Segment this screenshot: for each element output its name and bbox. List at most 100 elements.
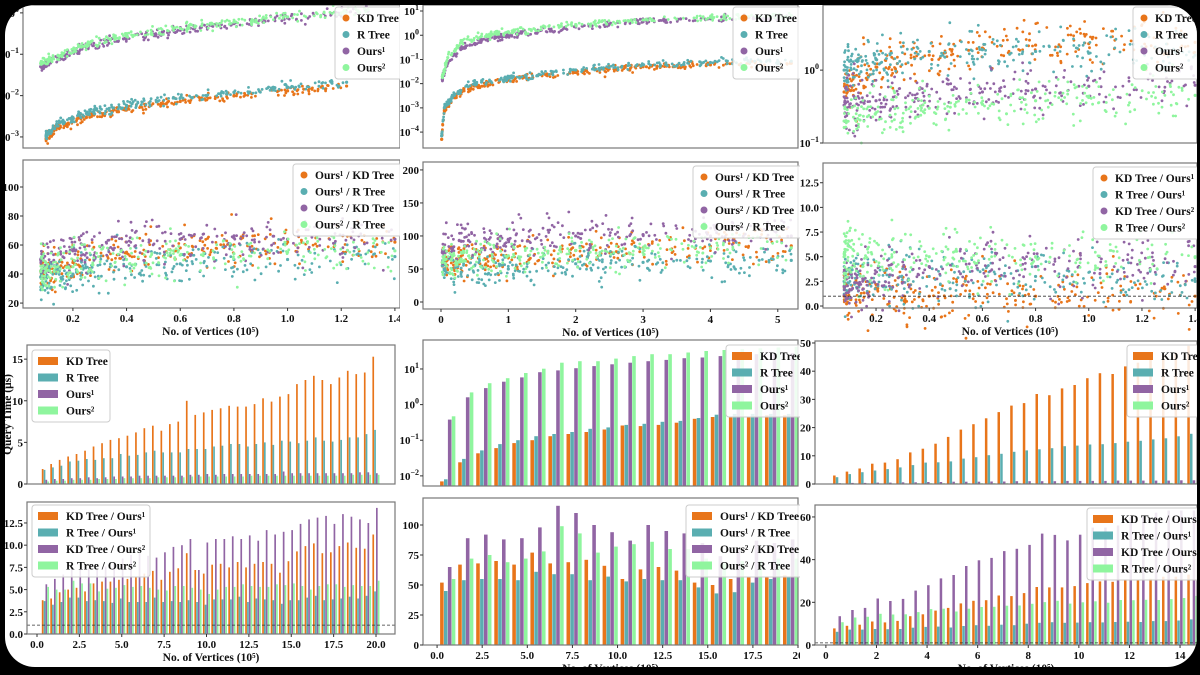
scatter-point — [1082, 32, 1086, 36]
scatter-point — [696, 19, 699, 23]
scatter-point — [593, 23, 597, 26]
legend-marker — [1140, 47, 1148, 55]
scatter-point — [283, 88, 287, 92]
scatter-point — [1102, 62, 1106, 65]
scatter-point — [688, 19, 691, 22]
scatter-point — [583, 24, 586, 27]
scatter-point — [84, 48, 88, 52]
scatter-point — [449, 53, 453, 57]
scatter-point — [268, 262, 272, 266]
scatter-point — [81, 232, 85, 236]
scatter-point — [264, 17, 267, 20]
scatter-point — [66, 118, 69, 122]
scatter-point — [947, 128, 951, 132]
scatter-point — [166, 36, 170, 40]
scatter-point — [350, 257, 353, 261]
scatter-point — [459, 38, 463, 42]
scatter-point — [1037, 80, 1041, 84]
scatter-point — [239, 95, 242, 99]
scatter-point — [42, 252, 46, 256]
scatter-point — [285, 89, 290, 93]
scatter-point — [931, 54, 935, 58]
scatter-point — [541, 72, 545, 75]
scatter-point — [1091, 35, 1095, 39]
scatter-point — [75, 288, 79, 292]
scatter-point — [178, 99, 182, 104]
scatter-point — [223, 20, 227, 23]
scatter-point — [1102, 100, 1106, 104]
scatter-point — [170, 270, 174, 274]
scatter-point — [441, 123, 445, 127]
scatter-point — [298, 242, 301, 246]
scatter-point — [277, 87, 281, 91]
scatter-point — [723, 280, 727, 283]
scatter-point — [266, 221, 270, 224]
scatter-point — [118, 36, 121, 39]
scatter-point — [1114, 111, 1118, 115]
scatter-point — [335, 83, 339, 87]
scatter-point — [616, 66, 620, 70]
scatter-point — [84, 43, 88, 47]
scatter-point — [390, 254, 394, 258]
scatter-point — [329, 80, 333, 84]
scatter-point — [103, 262, 106, 266]
scatter-point — [842, 95, 846, 99]
scatter-point — [41, 274, 44, 278]
scatter-point — [630, 20, 634, 24]
scatter-point — [339, 86, 343, 90]
scatter-point — [513, 269, 517, 273]
scatter-point — [134, 106, 138, 109]
scatter-point — [634, 64, 638, 67]
scatter-point — [698, 64, 702, 68]
scatter-point — [285, 85, 290, 89]
scatter-point — [264, 265, 268, 269]
scatter-point — [679, 17, 683, 21]
scatter-point — [497, 36, 501, 39]
scatter-point — [174, 97, 178, 101]
scatter-point — [539, 28, 543, 31]
scatter-point — [199, 29, 203, 32]
legend-marker — [342, 14, 350, 22]
scatter-point — [312, 247, 316, 251]
scatter-point — [904, 108, 908, 112]
scatter-point — [653, 253, 657, 256]
scatter-point — [601, 258, 604, 262]
scatter-point — [916, 107, 920, 110]
scatter-point — [55, 120, 59, 123]
scatter-point — [92, 110, 96, 114]
scatter-point — [879, 61, 882, 65]
scatter-point — [177, 245, 181, 248]
scatter-point — [112, 33, 115, 37]
scatter-point — [544, 235, 548, 238]
scatter-point — [171, 267, 175, 270]
scatter-point — [874, 99, 878, 103]
scatter-point — [940, 51, 943, 55]
scatter-point — [553, 265, 556, 268]
scatter-point — [720, 15, 723, 19]
scatter-point — [57, 54, 62, 58]
scatter-point — [117, 105, 121, 109]
scatter-point — [626, 64, 630, 68]
scatter-point — [516, 269, 520, 273]
scatter-point — [224, 245, 227, 248]
scatter-point — [295, 243, 298, 247]
scatter-point — [185, 30, 189, 33]
scatter-point — [862, 42, 866, 46]
scatter-point — [1024, 103, 1028, 107]
scatter-point — [333, 244, 337, 248]
scatter-point — [767, 258, 771, 262]
scatter-point — [943, 107, 947, 110]
scatter-point — [927, 94, 931, 98]
scatter-point — [1160, 90, 1164, 94]
scatter-point — [582, 249, 586, 253]
scatter-point — [166, 254, 170, 257]
scatter-point — [383, 242, 387, 245]
scatter-point — [995, 44, 999, 48]
scatter-point — [94, 108, 97, 112]
scatter-point — [168, 240, 172, 243]
scatter-point — [291, 90, 294, 94]
scatter-point — [1066, 92, 1070, 96]
scatter-point — [73, 240, 77, 244]
scatter-point — [339, 247, 343, 251]
scatter-point — [743, 258, 746, 262]
